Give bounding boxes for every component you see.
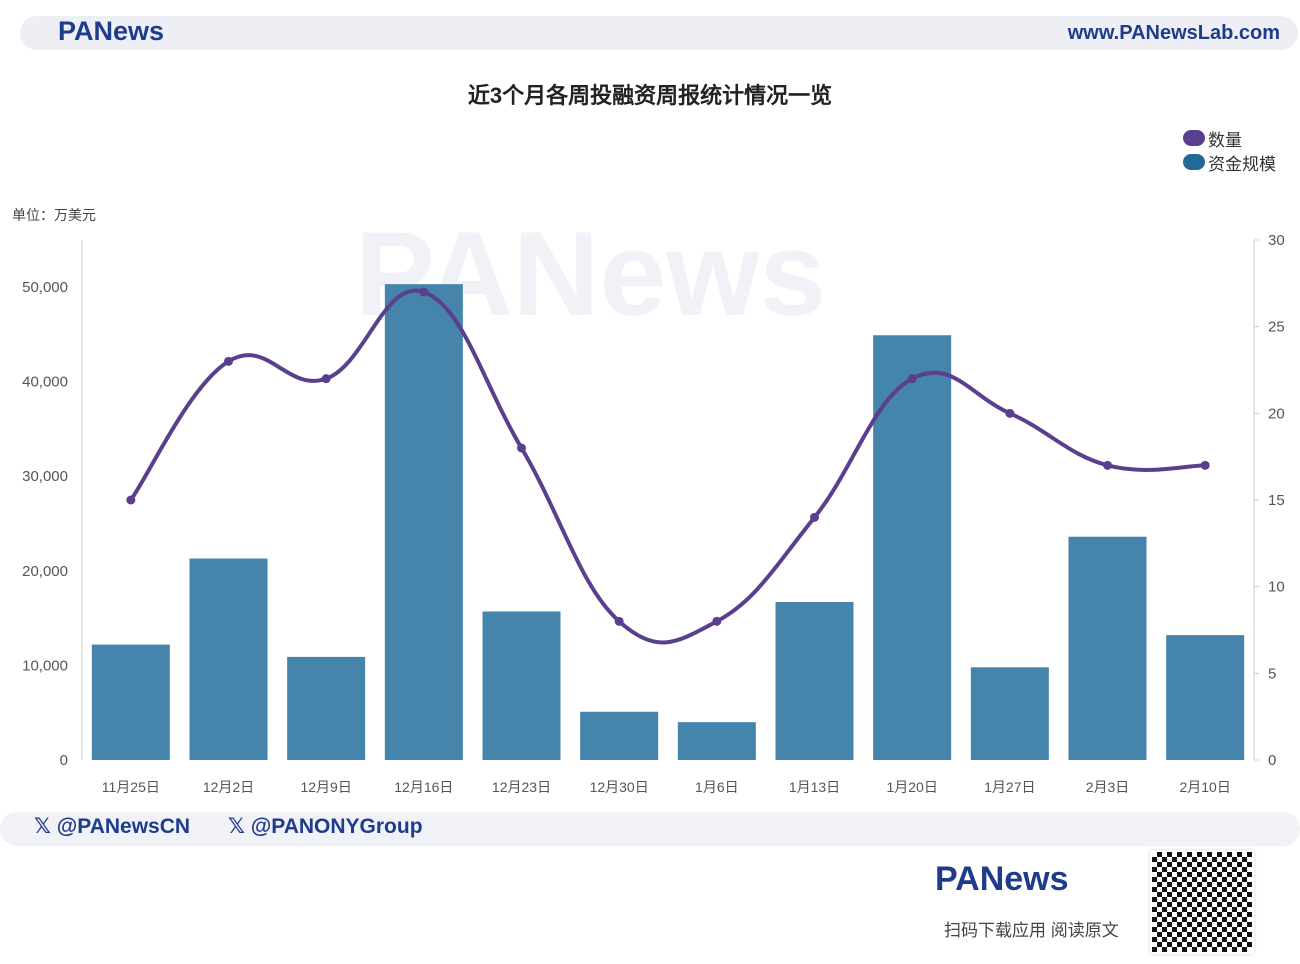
legend-swatch [1183,130,1205,146]
x-tick-label: 1月6日 [695,779,739,795]
right-tick-label: 15 [1268,492,1285,509]
left-tick-label: 10,000 [22,657,68,674]
twitter-handle-1[interactable]: 𝕏 @PANewsCN [34,814,190,839]
x-tick-label: 12月2日 [203,779,254,795]
x-tick-label: 1月20日 [886,779,937,795]
bar [580,711,659,760]
x-tick-label: 1月27日 [984,779,1035,795]
count-point [1103,460,1112,470]
left-tick-label: 0 [60,752,68,769]
header-bar [20,16,1298,50]
count-point [517,443,526,453]
bar [482,611,561,760]
twitter-handle-2[interactable]: 𝕏 @PANONYGroup [228,814,423,839]
count-point [810,512,819,522]
x-tick-label: 12月16日 [394,779,453,795]
right-tick-label: 5 [1268,665,1276,682]
chart-title: 近3个月各周投融资周报统计情况一览 [467,83,833,108]
count-point [1005,408,1015,418]
legend-item-count[interactable]: 数量 [1183,126,1276,150]
legend-swatch [1183,154,1205,170]
x-tick-label: 12月30日 [590,779,649,795]
x-tick-label: 1月13日 [789,779,840,795]
header-logo: PANews [58,16,165,46]
site-url[interactable]: www.PANewsLab.com [1067,22,1280,44]
bar [189,558,268,760]
x-icon: 𝕏 [228,815,251,838]
right-tick-label: 25 [1268,319,1285,336]
bar [1068,536,1147,760]
right-tick-label: 0 [1268,752,1276,769]
count-point [712,616,722,626]
right-tick-label: 20 [1268,405,1285,422]
qr-code[interactable] [1150,850,1254,954]
bar [384,284,463,760]
bar [873,335,952,760]
count-point [907,374,917,384]
bar [1166,635,1245,760]
bar [91,644,170,760]
right-tick-label: 10 [1268,579,1285,596]
count-point [419,287,429,297]
bar [970,667,1049,760]
handle-text: @PANewsCN [56,815,191,838]
count-point [224,356,233,366]
legend-label: 数量 [1208,130,1242,150]
legend-item-funding[interactable]: 资金规模 [1183,150,1276,174]
x-tick-label: 12月23日 [492,779,551,795]
x-tick-label: 11月25日 [102,779,160,795]
count-point [126,495,136,505]
handle-text: @PANONYGroup [250,815,423,838]
x-icon: 𝕏 [34,815,57,838]
legend-label: 资金规模 [1208,154,1276,174]
scan-text: 扫码下载应用 阅读原文 [944,921,1119,940]
count-point [1200,460,1210,470]
left-tick-label: 40,000 [22,374,68,391]
left-tick-label: 20,000 [22,563,68,580]
left-tick-label: 50,000 [22,279,68,296]
legend: 数量 资金规模 [1183,126,1276,174]
chart-area: 0 10,000 20,000 30,000 40,000 50,000 0 5 10 15 20 2… [22,232,1285,795]
count-point [321,374,331,384]
footer-bar [0,812,1300,846]
count-point [614,616,624,626]
count-line [129,288,1206,645]
x-tick-label: 12月9日 [300,779,351,795]
right-tick-label: 30 [1268,232,1285,249]
bar [775,602,854,760]
bar [677,722,756,760]
left-tick-label: 30,000 [22,468,68,485]
unit-label: 单位：万美元 [12,207,96,223]
footer-logo: PANews [935,860,1069,898]
bar [287,656,366,760]
x-tick-label: 2月10日 [1179,779,1230,795]
x-tick-label: 2月3日 [1086,779,1130,795]
